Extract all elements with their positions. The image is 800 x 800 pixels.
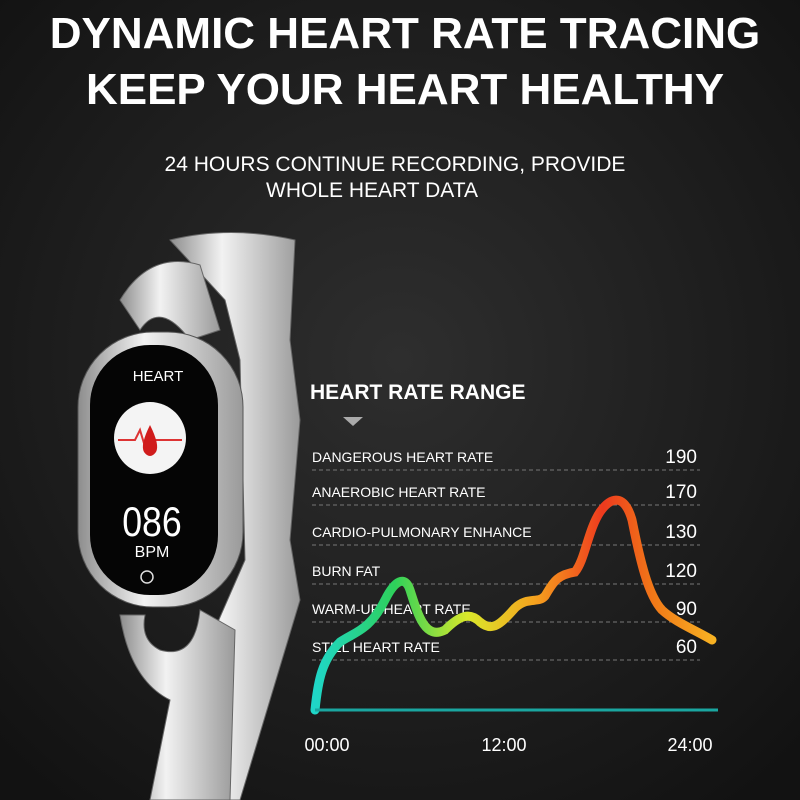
- lug: [119, 261, 221, 341]
- watch: HEART 086 BPM: [77, 232, 301, 800]
- subtitle: WHOLE HEART DATA: [266, 179, 478, 202]
- zone-name: WARM-UP HEART RATE: [312, 601, 471, 617]
- lug: [119, 609, 236, 800]
- watch-reading: 086: [122, 499, 182, 545]
- zone-value: 190: [665, 447, 697, 468]
- range-title: HEART RATE RANGE: [310, 381, 525, 404]
- title: KEEP YOUR HEART HEALTHY: [86, 65, 724, 114]
- zone-value: 170: [665, 482, 697, 503]
- drop-icon: [142, 425, 158, 456]
- zones: DANGEROUS HEART RATE 190 ANAEROBIC HEART R…: [312, 447, 700, 661]
- watch-label: HEART: [133, 368, 184, 385]
- time-label: 00:00: [304, 735, 349, 755]
- arrow: [343, 417, 363, 426]
- zone-name: CARDIO-PULMONARY ENHANCE: [312, 524, 532, 540]
- watch-unit: BPM: [135, 544, 170, 561]
- zone-value: 90: [676, 599, 697, 620]
- time-label: 12:00: [481, 735, 526, 755]
- zone-name: ANAEROBIC HEART RATE: [312, 484, 485, 500]
- heart-rate-curve: [310, 495, 717, 715]
- zone-name: DANGEROUS HEART RATE: [312, 449, 493, 465]
- zone-name: BURN FAT: [312, 563, 381, 579]
- title: DYNAMIC HEART RATE TRACING: [50, 9, 761, 58]
- home-button: [140, 570, 154, 584]
- zone-value: 130: [665, 522, 697, 543]
- zone-value: 120: [665, 561, 697, 582]
- time-label: 24:00: [667, 735, 712, 755]
- subtitle: 24 HOURS CONTINUE RECORDING, PROVIDE: [165, 153, 626, 176]
- zone-value: 60: [676, 637, 697, 658]
